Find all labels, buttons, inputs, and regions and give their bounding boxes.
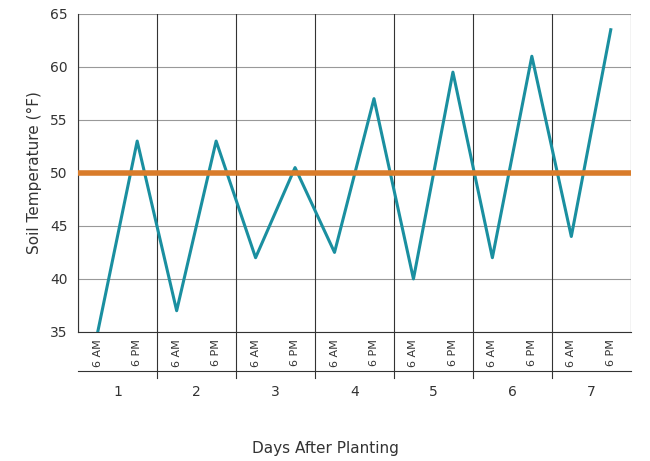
Text: 3: 3 xyxy=(271,385,280,399)
Text: Days After Planting: Days After Planting xyxy=(252,441,398,456)
Text: 6: 6 xyxy=(508,385,517,399)
Text: 5: 5 xyxy=(429,385,437,399)
Y-axis label: Soil Temperature (°F): Soil Temperature (°F) xyxy=(27,91,42,254)
Text: 1: 1 xyxy=(113,385,122,399)
Text: 7: 7 xyxy=(587,385,595,399)
Text: 4: 4 xyxy=(350,385,359,399)
Text: 2: 2 xyxy=(192,385,201,399)
